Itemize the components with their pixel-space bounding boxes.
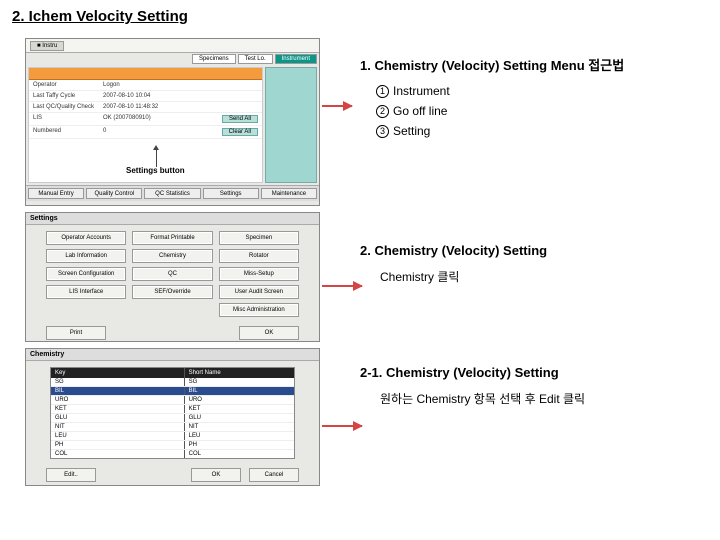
circled-2-icon: 2 [376, 105, 389, 118]
list-item[interactable]: GLUGLU [51, 414, 294, 423]
instruction-block-2: 2. Chemistry (Velocity) Setting Chemistr… [360, 243, 700, 285]
settings-button-label: Settings button [126, 166, 185, 175]
settings-button[interactable]: Format Printable [132, 231, 212, 245]
settings-button[interactable]: Chemistry [132, 249, 212, 263]
block2-body: Chemistry 클릭 [380, 268, 700, 285]
edit-button[interactable]: Edit.. [46, 468, 96, 482]
cancel-button[interactable]: Cancel [249, 468, 299, 482]
panel3-header: Chemistry [26, 349, 319, 361]
list-item[interactable]: NITNIT [51, 423, 294, 432]
block2-head: 2. Chemistry (Velocity) Setting [360, 243, 700, 258]
ok-button[interactable]: OK [239, 326, 299, 340]
settings-button[interactable]: Rotator [219, 249, 299, 263]
settings-button[interactable]: LIS Interface [46, 285, 126, 299]
panel1-orange-bar [29, 68, 262, 80]
tab-testlo[interactable]: Test Lo. [238, 54, 273, 64]
item-setting: Setting [393, 124, 430, 138]
list-item[interactable]: COLCOL [51, 450, 294, 459]
item-instrument: Instrument [393, 84, 450, 98]
settings-button[interactable]: Operator Accounts [46, 231, 126, 245]
table-row: Last Taffy Cycle2007-08-10 10:04 [29, 91, 262, 102]
settings-button[interactable]: Screen Configuration [46, 267, 126, 281]
table-row: OperatorLogon [29, 80, 262, 91]
screenshots-column: ■ Instru Specimens Test Lo. Instrument O… [25, 38, 320, 492]
col-shortname: Short Name [185, 368, 294, 378]
settings-button[interactable]: QC [132, 267, 212, 281]
panel1-tabs: Specimens Test Lo. Instrument [26, 53, 319, 65]
arrow-icon [322, 105, 352, 107]
panel2-header: Settings [26, 213, 319, 225]
settings-button[interactable]: Miss-Setup [219, 267, 299, 281]
item-go-offline: Go off line [393, 104, 447, 118]
bottom-tab[interactable]: Quality Control [86, 188, 142, 199]
settings-button[interactable]: Lab Information [46, 249, 126, 263]
tab-instrument[interactable]: Instrument [275, 54, 317, 64]
circled-3-icon: 3 [376, 125, 389, 138]
panel1-bottom-tabs: Manual EntryQuality ControlQC Statistics… [26, 185, 319, 201]
bottom-tab[interactable]: Maintenance [261, 188, 317, 199]
settings-button[interactable]: Misc Administration [219, 303, 299, 317]
list-item[interactable]: UROURO [51, 396, 294, 405]
panel1-side [265, 67, 317, 183]
table-row: LISOK (2007080910)Send All [29, 113, 262, 126]
page-title: 2. Ichem Velocity Setting [12, 8, 188, 25]
panel-instrument: ■ Instru Specimens Test Lo. Instrument O… [25, 38, 320, 206]
arrow-icon [322, 285, 362, 287]
chemistry-list[interactable]: Key Short Name SGSGBILBILUROUROKETKETGLU… [50, 367, 295, 459]
settings-arrow-icon [156, 149, 157, 167]
print-button[interactable]: Print [46, 326, 106, 340]
ok-button[interactable]: OK [191, 468, 241, 482]
instructions-column: 1. Chemistry (Velocity) Setting Menu 접근법… [360, 55, 700, 492]
row-button[interactable]: Send All [222, 115, 258, 123]
block3-body: 원하는 Chemistry 항목 선택 후 Edit 클릭 [380, 390, 700, 407]
list-item[interactable]: LEULEU [51, 432, 294, 441]
circled-1-icon: 1 [376, 85, 389, 98]
top-tab: ■ Instru [30, 41, 64, 51]
block3-head: 2-1. Chemistry (Velocity) Setting [360, 365, 700, 380]
list-item[interactable]: PHPH [51, 441, 294, 450]
settings-button[interactable]: Specimen [219, 231, 299, 245]
list-item[interactable]: BILBIL [51, 387, 294, 396]
bottom-tab[interactable]: Manual Entry [28, 188, 84, 199]
tab-specimens[interactable]: Specimens [192, 54, 236, 64]
settings-button[interactable]: SEF/Override [132, 285, 212, 299]
arrow-icon [322, 425, 362, 427]
list-item[interactable]: KETKET [51, 405, 294, 414]
bottom-tab[interactable]: QC Statistics [144, 188, 200, 199]
col-key: Key [51, 368, 185, 378]
list-item[interactable]: SGSG [51, 378, 294, 387]
instruction-block-1: 1. Chemistry (Velocity) Setting Menu 접근법… [360, 55, 700, 138]
row-button[interactable]: Clear All [222, 128, 258, 136]
block1-head: 1. Chemistry (Velocity) Setting Menu 접근법 [360, 55, 700, 74]
panel-settings: Settings Operator Accounts Format Printab… [25, 212, 320, 342]
settings-grid: Operator Accounts Format Printable Specime… [26, 225, 319, 323]
table-row: Numbered0Clear All [29, 126, 262, 139]
panel1-rows: OperatorLogonLast Taffy Cycle2007-08-10 … [29, 80, 262, 139]
settings-button[interactable]: User Audit Screen [219, 285, 299, 299]
panel-chemistry: Chemistry Key Short Name SGSGBILBILUROUR… [25, 348, 320, 486]
bottom-tab[interactable]: Settings [203, 188, 259, 199]
table-row: Last QC/Quality Check2007-08-10 11:48:32 [29, 102, 262, 113]
instruction-block-3: 2-1. Chemistry (Velocity) Setting 원하는 Ch… [360, 365, 700, 407]
